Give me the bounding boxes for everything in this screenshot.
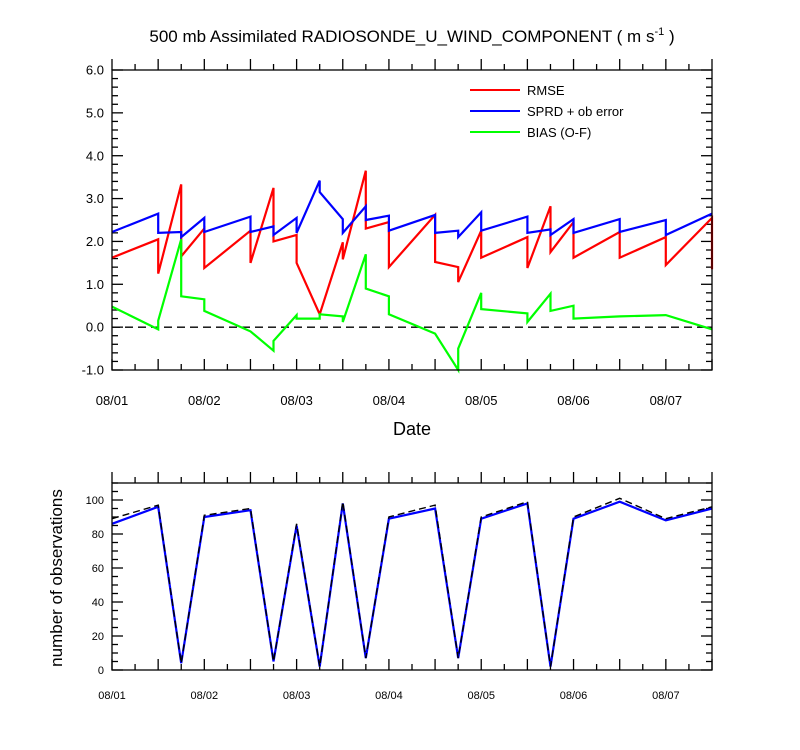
y-tick-label: 0.0 [86,320,104,335]
chart-title-superscript: -1 [654,26,664,38]
x-tick-label: 08/03 [280,393,313,408]
top-x-axis-label: Date [393,419,431,439]
x-tick-label: 08/04 [373,393,406,408]
x-tick-label: 08/01 [96,393,129,408]
x-tick-label: 08/01 [98,690,126,702]
bottom-plot-area: 08/01 08/02 08/03 08/04 08/05 08/06 08/07 0 20 40… [86,472,713,702]
y-tick-label: 5.0 [86,105,104,120]
y-tick-label: 1.0 [86,277,104,292]
y-tick-label: 20 [92,631,104,643]
top-plot-area: 08/01 08/02 08/03 08/04 08/05 08/06 08/07 -1.0 0… [82,59,714,408]
top-legend: RMSE SPRD + ob error BIAS (O-F) [470,83,624,140]
chart-title-end: ) [664,27,674,46]
x-tick-label: 08/02 [188,393,221,408]
legend-label: BIAS (O-F) [527,125,591,140]
top-plot-frame [111,69,713,371]
chart-title: 500 mb Assimilated RADIOSONDE_U_WIND_COM… [149,26,674,46]
top-chart: 08/01 08/02 08/03 08/04 08/05 08/06 08/07 -1.0 0… [82,59,714,439]
x-tick-label: 08/03 [283,690,311,702]
bottom-plot-frame [111,482,713,671]
bottom-y-axis-label: number of observations [47,489,66,667]
series-line-bias-o-f- [111,239,713,374]
observations-line-dashed [111,497,713,667]
x-tick-label: 08/02 [191,690,219,702]
y-tick-label: 60 [92,563,104,575]
x-tick-label: 08/04 [375,690,403,702]
y-tick-label: 6.0 [86,63,104,78]
x-tick-label: 08/07 [652,690,680,702]
y-tick-label: 4.0 [86,148,104,163]
legend-label: SPRD + ob error [527,104,624,119]
y-tick-label: 40 [92,597,104,609]
x-tick-label: 08/06 [560,690,588,702]
series-line-sprd-ob-error [111,180,713,240]
series-line-rmse [111,170,714,318]
bottom-chart: 08/01 08/02 08/03 08/04 08/05 08/06 08/07 0 20 40… [47,472,713,702]
chart-title-main: 500 mb Assimilated RADIOSONDE_U_WIND_COM… [149,27,654,46]
y-tick-label: 100 [86,495,104,507]
y-tick-label: 2.0 [86,234,104,249]
legend-label: RMSE [527,83,565,98]
y-tick-label: -1.0 [82,363,104,378]
y-tick-label: 3.0 [86,191,104,206]
y-tick-label: 0 [98,665,104,677]
x-tick-label: 08/06 [557,393,590,408]
y-tick-label: 80 [92,529,104,541]
x-tick-label: 08/05 [467,690,495,702]
x-tick-label: 08/07 [650,393,683,408]
x-tick-label: 08/05 [465,393,498,408]
